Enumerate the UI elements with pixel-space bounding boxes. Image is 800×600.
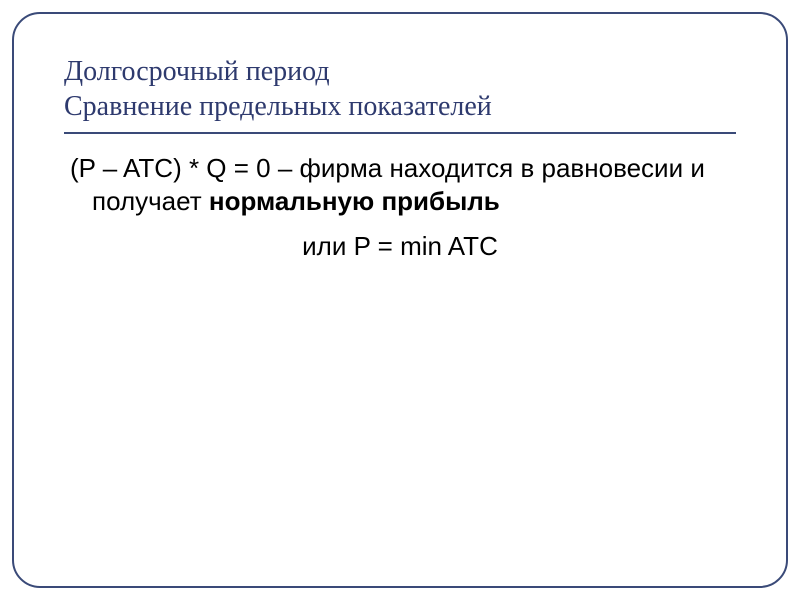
body-paragraph: (P – ATC) * Q = 0 – фирма находится в ра… bbox=[64, 152, 736, 217]
title-line-2: Сравнение предельных показателей bbox=[64, 89, 736, 124]
equation-2: или P = min ATC bbox=[64, 231, 736, 262]
title-divider bbox=[64, 132, 736, 134]
slide-frame: Долгосрочный период Сравнение предельных… bbox=[12, 12, 788, 588]
title-line-1: Долгосрочный период bbox=[64, 54, 736, 89]
body-bold: нормальную прибыль bbox=[209, 186, 500, 216]
slide-title: Долгосрочный период Сравнение предельных… bbox=[64, 54, 736, 124]
